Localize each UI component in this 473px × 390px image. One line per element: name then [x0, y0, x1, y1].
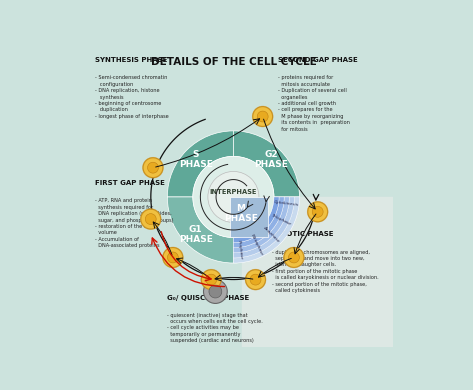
Wedge shape: [233, 131, 299, 197]
Circle shape: [142, 157, 163, 178]
Wedge shape: [233, 197, 289, 253]
Circle shape: [245, 269, 266, 290]
Bar: [242, 197, 393, 347]
Text: Anaphase: Anaphase: [262, 226, 280, 244]
Bar: [230, 197, 268, 238]
Circle shape: [201, 269, 222, 290]
Text: INTERPHASE: INTERPHASE: [210, 188, 257, 195]
Circle shape: [245, 270, 265, 289]
Text: G₀/ QUISCENT PHASE: G₀/ QUISCENT PHASE: [167, 294, 250, 301]
Circle shape: [308, 202, 328, 222]
Text: - quiescent (inactive) stage that
  occurs when cells exit the cell cycle.
- cel: - quiescent (inactive) stage that occurs…: [167, 312, 263, 343]
Circle shape: [252, 106, 273, 127]
Circle shape: [141, 209, 161, 229]
Circle shape: [209, 285, 222, 298]
Circle shape: [283, 247, 304, 268]
Bar: [92, 197, 242, 347]
Text: G1
PHASE: G1 PHASE: [179, 225, 213, 245]
Circle shape: [167, 252, 178, 263]
Wedge shape: [233, 197, 294, 258]
Text: Telophase: Telophase: [271, 214, 292, 227]
Circle shape: [253, 106, 272, 126]
Circle shape: [208, 172, 259, 222]
Text: G2
PHASE: G2 PHASE: [254, 149, 288, 169]
Text: SYNTHESIS PHASE: SYNTHESIS PHASE: [95, 57, 167, 63]
Circle shape: [250, 274, 261, 285]
Circle shape: [143, 158, 163, 177]
Text: S
PHASE: S PHASE: [179, 149, 213, 169]
Text: M
PHASE: M PHASE: [224, 204, 258, 223]
Wedge shape: [233, 197, 299, 263]
Circle shape: [163, 247, 184, 268]
Circle shape: [148, 162, 158, 173]
Circle shape: [201, 270, 221, 289]
Text: FIRST GAP PHASE: FIRST GAP PHASE: [95, 181, 165, 186]
Bar: [92, 47, 393, 197]
Circle shape: [289, 252, 299, 263]
Wedge shape: [167, 131, 233, 197]
Text: - proteins required for
  mitosis accumulate
- Duplication of several cell
  org: - proteins required for mitosis accumula…: [279, 75, 350, 131]
Circle shape: [140, 209, 161, 229]
Text: SECOND GAP PHASE: SECOND GAP PHASE: [279, 57, 358, 63]
Circle shape: [312, 206, 323, 217]
Text: - ATP, RNA and protein
  synthesis required for
  DNA replication (nucleotides,
: - ATP, RNA and protein synthesis require…: [95, 199, 174, 248]
Circle shape: [145, 214, 156, 225]
Text: Metaphase: Metaphase: [250, 233, 264, 257]
Circle shape: [257, 111, 268, 122]
Circle shape: [203, 280, 228, 303]
Circle shape: [163, 248, 183, 268]
Circle shape: [307, 201, 328, 222]
Wedge shape: [167, 197, 233, 263]
Circle shape: [284, 248, 304, 268]
Text: - duplicated chromosomes are aligned,
  separated, and move into two new,
  iden: - duplicated chromosomes are aligned, se…: [272, 250, 379, 293]
Circle shape: [193, 156, 274, 238]
Wedge shape: [233, 197, 299, 263]
Circle shape: [206, 274, 217, 285]
Wedge shape: [233, 197, 284, 248]
Wedge shape: [233, 197, 279, 243]
Text: Cytokinesis: Cytokinesis: [274, 200, 299, 207]
Text: - Semi-condensed chromatin
   configuration
- DNA replication, histone
   synthe: - Semi-condensed chromatin configuration…: [95, 75, 169, 119]
Text: MITOTIC PHASE: MITOTIC PHASE: [272, 232, 334, 238]
Text: DETAILS OF THE CELL CYCLE: DETAILS OF THE CELL CYCLE: [150, 57, 316, 67]
Text: Prophase: Prophase: [236, 239, 243, 260]
